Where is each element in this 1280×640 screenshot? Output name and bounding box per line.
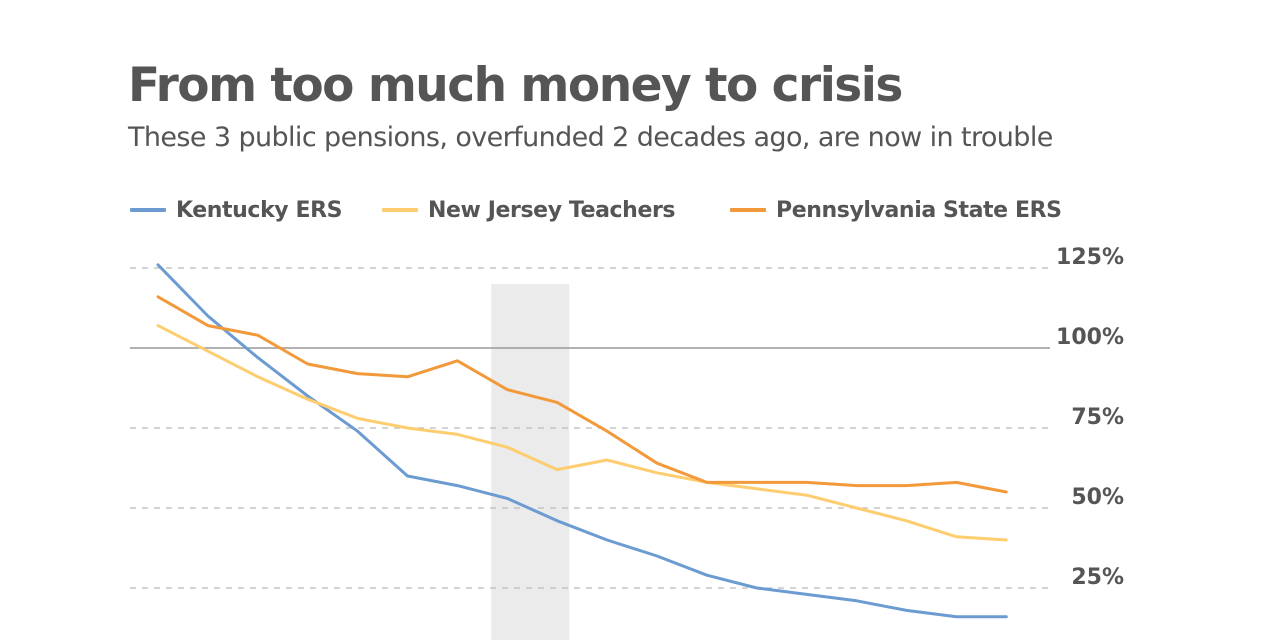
chart-subtitle: These 3 public pensions, overfunded 2 de… bbox=[128, 122, 1053, 153]
legend-item-new-jersey: New Jersey Teachers bbox=[382, 194, 676, 226]
y-tick-label-125: 125% bbox=[1056, 245, 1124, 270]
legend-label-new-jersey: New Jersey Teachers bbox=[428, 197, 676, 223]
legend-label-kentucky: Kentucky ERS bbox=[176, 197, 343, 223]
chart-legend: Kentucky ERS New Jersey Teachers Pennsyl… bbox=[0, 194, 1280, 226]
recession-band-layer bbox=[491, 284, 570, 640]
legend-label-pennsylvania: Pennsylvania State ERS bbox=[776, 197, 1062, 223]
legend-swatch-kentucky bbox=[130, 208, 166, 212]
legend-swatch-pennsylvania bbox=[730, 208, 766, 212]
series-line-pennsylvania bbox=[156, 295, 1008, 494]
legend-item-kentucky: Kentucky ERS bbox=[130, 194, 343, 226]
legend-item-pennsylvania: Pennsylvania State ERS bbox=[730, 194, 1062, 226]
chart-title: From too much money to crisis bbox=[128, 58, 903, 113]
gridline-layer bbox=[130, 267, 1050, 589]
y-tick-label-25: 25% bbox=[1071, 565, 1124, 590]
legend-swatch-new-jersey bbox=[382, 208, 418, 212]
y-tick-label-50: 50% bbox=[1071, 485, 1124, 510]
series-line-new-jersey bbox=[156, 324, 1008, 542]
y-tick-label-100: 100% bbox=[1056, 325, 1124, 350]
recession-band bbox=[491, 284, 570, 640]
y-tick-label-75: 75% bbox=[1071, 405, 1124, 430]
series-layer bbox=[156, 263, 1008, 619]
y-tick-label-layer: 25% 50% 75% 100% 125% bbox=[1056, 245, 1124, 590]
series-line-kentucky bbox=[156, 263, 1008, 619]
